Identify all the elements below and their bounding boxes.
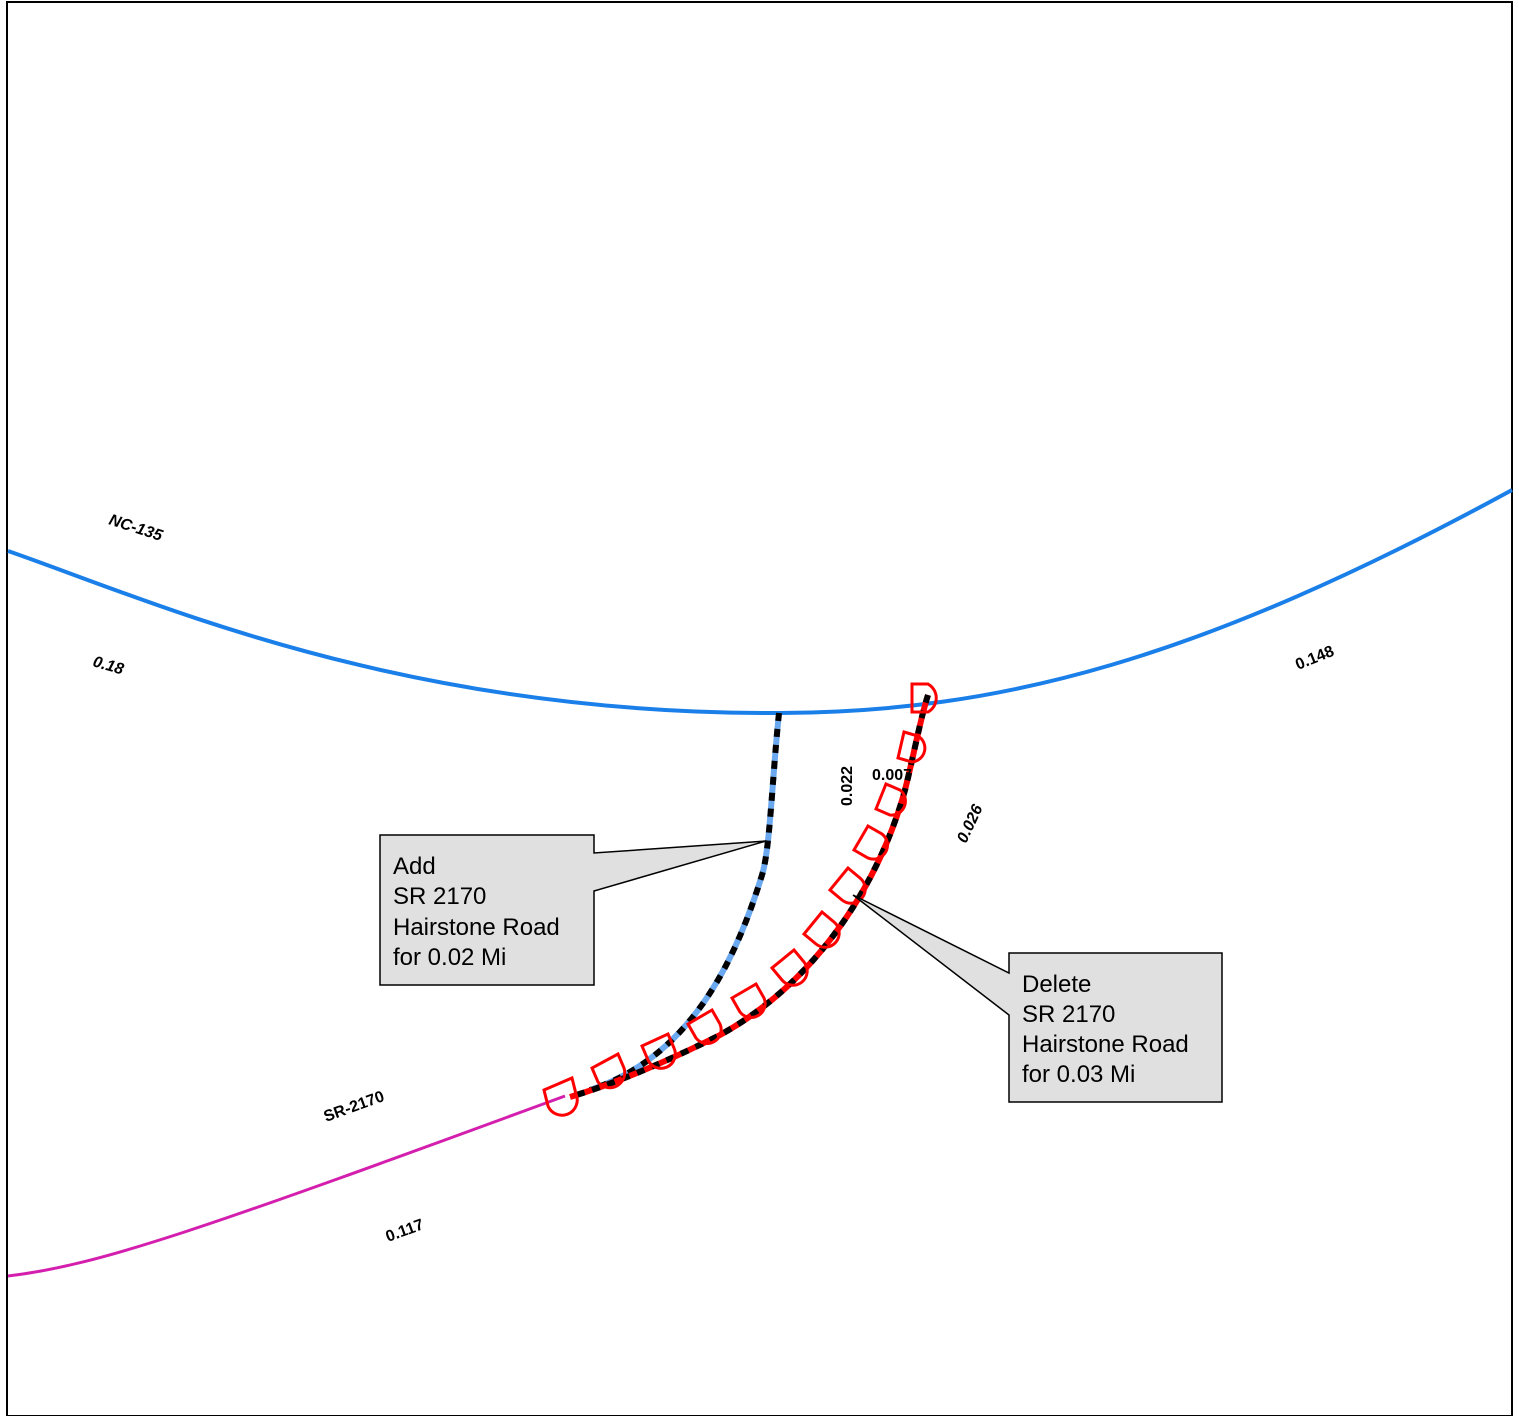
added-segment[interactable] <box>589 712 782 1093</box>
deletion-marker-icon <box>729 981 767 1019</box>
deletion-markers <box>542 682 938 1117</box>
segment-label-deleted-main: 0.026 <box>954 802 986 846</box>
road-sr-2170[interactable] <box>7 1094 566 1278</box>
segment-label-sr2170-main: 0.117 <box>384 1216 427 1245</box>
callout-delete-line4: for 0.03 Mi <box>1022 1061 1135 1088</box>
callout-add-line1: Add <box>393 853 436 880</box>
deletion-marker-icon <box>590 1051 627 1090</box>
deleted-segment-dashes <box>569 694 931 1100</box>
map-frame <box>6 1 1513 1416</box>
deletion-marker-icon <box>896 730 927 764</box>
segment-label-nc135-east: 0.148 <box>1293 643 1337 674</box>
callout-delete-line3: Hairstone Road <box>1022 1031 1189 1058</box>
callout-add: Add SR 2170 Hairstone Road for 0.02 Mi <box>379 834 767 986</box>
deleted-segment[interactable] <box>569 694 931 1100</box>
deletion-marker-icon <box>542 1075 579 1117</box>
deletion-marker-icon <box>851 823 889 861</box>
deletion-marker-icon <box>874 782 907 817</box>
road-label-sr-2170: SR-2170 <box>322 1088 387 1126</box>
callout-add-line4: for 0.02 Mi <box>393 944 506 971</box>
callout-add-line3: Hairstone Road <box>393 914 560 941</box>
segment-label-deleted-top: 0.007 <box>872 767 912 784</box>
callout-delete-line1: Delete <box>1022 971 1091 998</box>
callout-delete-box <box>852 894 1223 1103</box>
segment-label-added: 0.022 <box>839 766 856 806</box>
callout-delete: Delete SR 2170 Hairstone Road for 0.03 M… <box>852 894 1223 1103</box>
callout-delete-line2: SR 2170 <box>1022 1001 1115 1028</box>
callout-add-line2: SR 2170 <box>393 883 486 910</box>
segment-label-nc135-west: 0.18 <box>91 654 126 679</box>
deletion-marker-icon <box>910 682 938 714</box>
road-nc-135[interactable] <box>7 488 1513 716</box>
deletion-marker-icon <box>801 909 841 949</box>
deletion-marker-icon <box>685 1007 723 1045</box>
deletion-marker-icon <box>640 1031 677 1070</box>
callout-add-box <box>379 834 767 986</box>
road-label-nc-135: NC-135 <box>107 512 166 546</box>
deletion-marker-icon <box>769 947 809 987</box>
